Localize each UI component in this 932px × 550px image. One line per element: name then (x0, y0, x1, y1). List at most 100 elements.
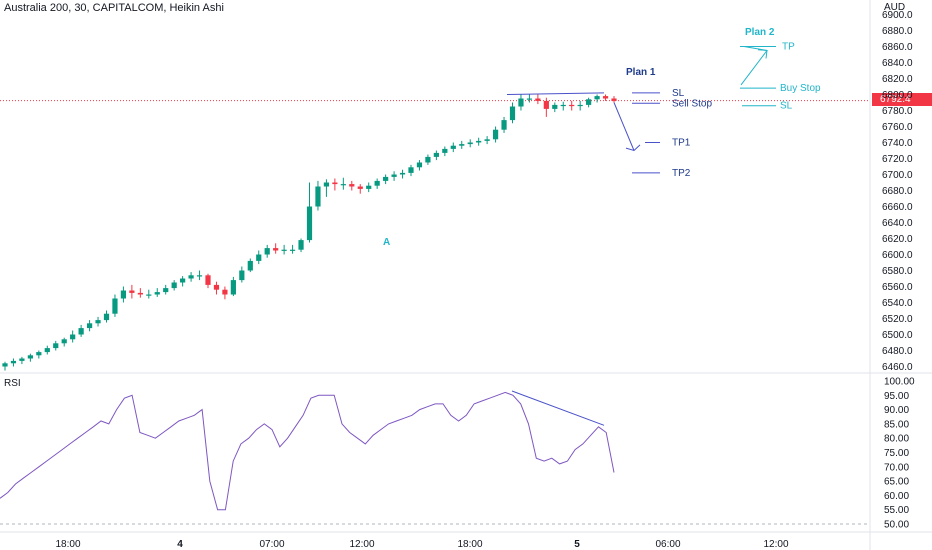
candle-body (467, 142, 473, 145)
candle-body (569, 104, 575, 107)
rsi-axis: 100.00 95.00 90.00 85.00 80.00 75.00 70.00 65.0… (884, 377, 915, 531)
candle (70, 330, 76, 343)
candle (163, 284, 169, 295)
candle-body (492, 129, 499, 140)
candle (467, 139, 473, 148)
candle (535, 94, 541, 105)
candle-body (509, 106, 516, 121)
chart-title: Australia 200, 30, CAPITALCOM, Heikin As… (4, 2, 224, 14)
price-trendline[interactable] (506, 92, 605, 95)
candle (518, 94, 524, 111)
candle (61, 337, 67, 347)
candle (146, 289, 152, 299)
candle-body (560, 104, 566, 107)
candle (103, 310, 110, 323)
price-tick-label: 6800.0 (882, 90, 913, 101)
candle-body (289, 249, 296, 251)
price-axis: 6900.0 6880.0 6860.0 6840.0 6820.0 6800.0 6780… (882, 10, 913, 373)
candle (120, 286, 127, 303)
time-axis: 18:00 4 07:00 12:00 18:00 5 06:00 12:00 (55, 539, 788, 550)
candle-body (476, 140, 482, 143)
candle-body (366, 185, 372, 189)
plan2-entry-label: Buy Stop (780, 83, 821, 94)
candle-body (137, 292, 143, 295)
candle-body (340, 184, 346, 186)
rsi-tick-label: 60.00 (884, 491, 909, 502)
candle-body (205, 275, 211, 285)
candle-body (459, 144, 465, 146)
candle (281, 244, 287, 255)
rsi-trendline[interactable] (511, 390, 605, 426)
plan1-arrow-line[interactable] (613, 102, 635, 151)
candle-body (112, 298, 118, 314)
rsi-tick-label: 70.00 (884, 462, 909, 473)
candle (332, 178, 338, 191)
price-tick-label: 6660.0 (882, 202, 913, 213)
candle-body (399, 172, 406, 175)
candle (86, 320, 93, 332)
price-tick-label: 6860.0 (882, 42, 913, 53)
plan2-arrow-line[interactable] (740, 46, 768, 86)
rsi-tick-label: 55.00 (884, 505, 909, 516)
candle (349, 180, 355, 191)
candle (323, 179, 330, 197)
time-tick-label: 12:00 (763, 539, 788, 550)
plan1-tp2-label: TP2 (672, 168, 691, 179)
candle-body (95, 320, 101, 324)
candle (256, 250, 262, 265)
last-price-badge: 6792.4 (872, 93, 932, 106)
candle-body (425, 156, 431, 163)
candle (433, 150, 439, 161)
candle (577, 100, 583, 111)
candle (552, 102, 558, 113)
price-tick-label: 6820.0 (882, 74, 913, 85)
price-tick-label: 6600.0 (882, 250, 913, 261)
candle (36, 350, 42, 359)
candle (273, 243, 279, 254)
candle-body (129, 290, 135, 293)
candle-body (408, 167, 414, 173)
candle (44, 345, 50, 355)
plan1-title: Plan 1 (626, 67, 656, 78)
price-tick-label: 6760.0 (882, 122, 913, 133)
candle (129, 284, 135, 299)
price-tick-label: 6540.0 (882, 298, 913, 309)
candle-body (577, 104, 583, 107)
candle (543, 97, 549, 117)
price-tick-label: 6700.0 (882, 170, 913, 181)
candle-body (450, 145, 456, 149)
price-tick-label: 6640.0 (882, 218, 913, 229)
candle (391, 171, 397, 181)
candle-body (10, 360, 17, 364)
candle-body (315, 186, 321, 207)
candle (399, 169, 406, 179)
rsi-tick-label: 80.00 (884, 434, 909, 445)
candle-body (374, 180, 380, 186)
candle-body (586, 99, 592, 105)
candle (289, 244, 296, 254)
price-tick-label: 6560.0 (882, 282, 913, 293)
plan2-tp-label: TP (782, 42, 795, 53)
candle (476, 137, 482, 146)
candle-body (103, 313, 110, 321)
candle-body (442, 148, 448, 153)
candle-body (433, 152, 439, 157)
candle-body (256, 254, 262, 261)
price-tick-label: 6880.0 (882, 26, 913, 37)
currency-label: AUD (884, 2, 906, 13)
price-tick-label: 6840.0 (882, 58, 913, 69)
candle (569, 100, 575, 111)
candle-body (171, 282, 177, 289)
plan1-sl-label: SL (672, 88, 685, 99)
candle (180, 276, 186, 287)
candle (264, 244, 270, 258)
candle-body (306, 206, 313, 241)
candle-body (213, 284, 220, 290)
candle-body (53, 343, 59, 349)
price-tick-label: 6500.0 (882, 330, 913, 341)
rsi-tick-label: 85.00 (884, 419, 909, 430)
candle (442, 146, 448, 157)
price-tick-label: 6620.0 (882, 234, 913, 245)
